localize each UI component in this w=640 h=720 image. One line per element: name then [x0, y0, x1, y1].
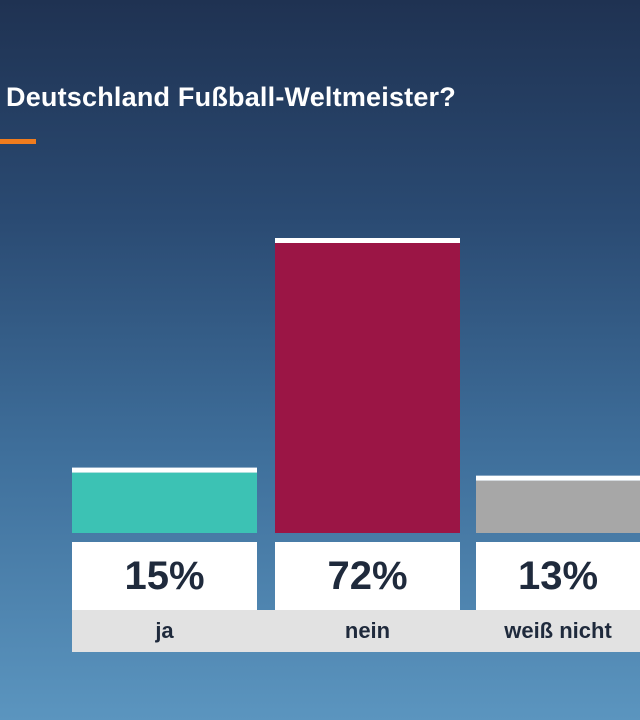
value-label: 15% [72, 542, 257, 610]
category-label: nein [275, 610, 460, 652]
value-label: 72% [275, 542, 460, 610]
bar-cap [476, 475, 640, 481]
category-label: weiß nicht [476, 610, 640, 652]
bar-ja [72, 472, 257, 533]
title-accent-line [0, 139, 36, 144]
bar-cap [72, 467, 257, 473]
bar-nein [275, 243, 460, 533]
value-label: 13% [476, 542, 640, 610]
chart-title: Deutschland Fußball-Weltmeister? [6, 82, 456, 112]
bar-weiß-nicht [476, 480, 640, 533]
bar-cap [275, 238, 460, 243]
category-label: ja [72, 610, 257, 652]
